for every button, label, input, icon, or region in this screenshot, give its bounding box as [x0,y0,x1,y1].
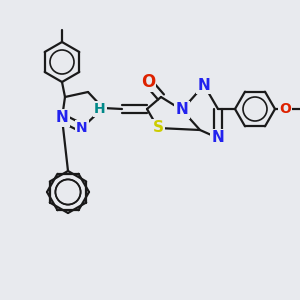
Text: N: N [76,121,88,135]
Text: S: S [152,121,164,136]
Text: H: H [94,102,106,116]
Text: N: N [212,130,224,146]
Text: O: O [279,102,291,116]
Text: N: N [56,110,68,125]
Text: N: N [176,103,188,118]
Text: N: N [198,77,210,92]
Text: O: O [141,73,155,91]
